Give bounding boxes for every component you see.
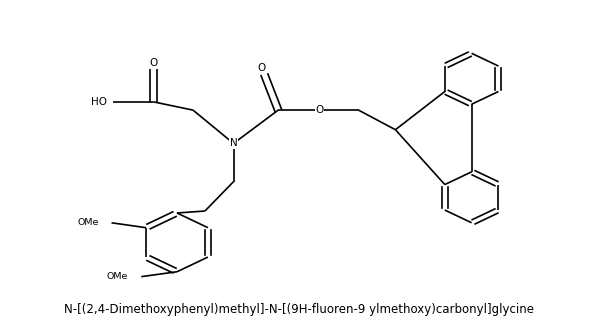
Text: HO: HO — [91, 97, 107, 107]
Text: OMe: OMe — [107, 272, 128, 281]
Text: O: O — [149, 58, 157, 68]
Text: N: N — [230, 139, 237, 148]
Text: OMe: OMe — [77, 218, 99, 227]
Text: O: O — [257, 64, 266, 73]
Text: O: O — [316, 105, 324, 115]
Text: N-[(2,4-Dimethoxyphenyl)methyl]-N-[(9H-fluoren-9 ylmethoxy)carbonyl]glycine: N-[(2,4-Dimethoxyphenyl)methyl]-N-[(9H-f… — [64, 303, 534, 316]
